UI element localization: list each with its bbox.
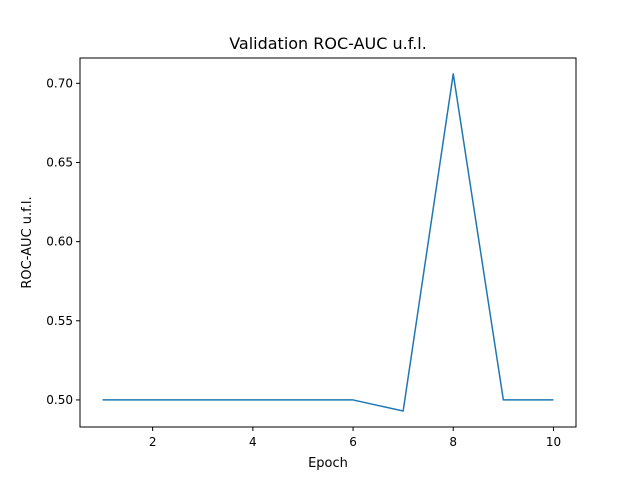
chart-title: Validation ROC-AUC u.f.l. <box>229 34 427 53</box>
y-tick-label: 0.55 <box>46 314 73 328</box>
plot-frame <box>79 57 577 428</box>
x-tick-label: 6 <box>349 435 357 449</box>
x-axis: 2 4 6 8 10 <box>149 427 561 449</box>
y-tick-label: 0.60 <box>46 235 73 249</box>
series-line-0 <box>102 73 554 412</box>
plot-area <box>102 73 554 412</box>
x-tick-label: 10 <box>546 435 561 449</box>
y-axis: 0.50 0.55 0.60 0.65 0.70 <box>46 76 80 407</box>
y-tick-label: 0.70 <box>46 76 73 90</box>
x-tick-label: 2 <box>149 435 157 449</box>
x-tick-label: 8 <box>449 435 457 449</box>
x-axis-label: Epoch <box>308 456 348 471</box>
y-axis-label: ROC-AUC u.f.l. <box>20 196 35 288</box>
y-tick-label: 0.50 <box>46 393 73 407</box>
y-tick-label: 0.65 <box>46 155 73 169</box>
x-tick-label: 4 <box>249 435 257 449</box>
